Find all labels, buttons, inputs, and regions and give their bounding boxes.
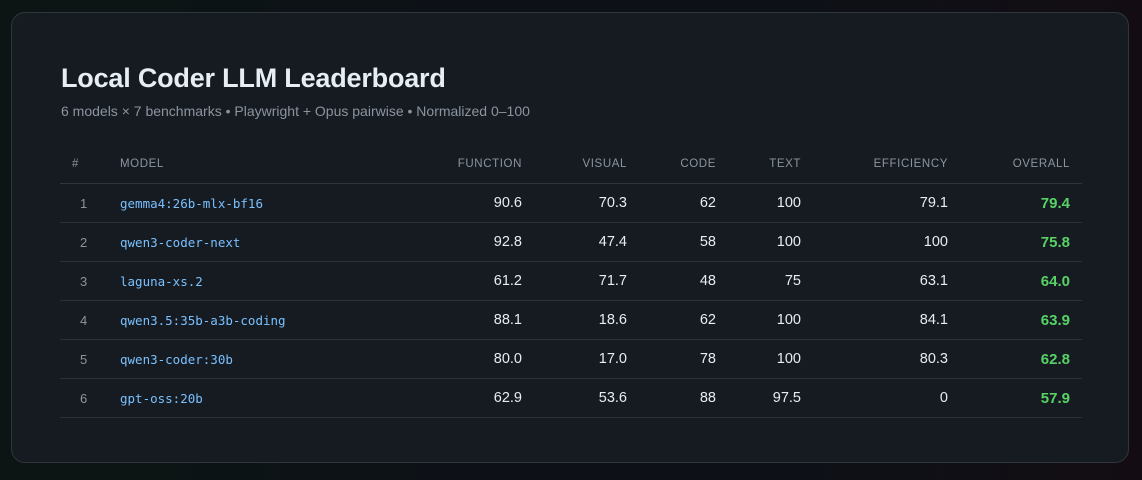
overall-score-cell: 75.8 — [960, 222, 1082, 262]
efficiency-score-cell: 0 — [813, 378, 960, 418]
rank-cell: 4 — [60, 300, 120, 340]
function-score-cell: 92.8 — [420, 222, 534, 262]
function-score-cell: 80.0 — [420, 339, 534, 379]
table-row: 4 qwen3.5:35b-a3b-coding 88.1 18.6 62 10… — [60, 300, 1082, 340]
text-score-cell: 100 — [728, 339, 813, 379]
visual-score-cell: 17.0 — [534, 339, 639, 379]
text-score-cell: 100 — [728, 300, 813, 340]
efficiency-score-cell: 100 — [813, 222, 960, 262]
table-row: 1 gemma4:26b-mlx-bf16 90.6 70.3 62 100 7… — [60, 183, 1082, 223]
visual-score-cell: 70.3 — [534, 183, 639, 223]
table-row: 2 qwen3-coder-next 92.8 47.4 58 100 100 … — [60, 222, 1082, 262]
visual-score-cell: 18.6 — [534, 300, 639, 340]
column-header-visual: Visual — [534, 158, 639, 184]
visual-score-cell: 71.7 — [534, 261, 639, 301]
model-name-cell: qwen3-coder-next — [120, 222, 420, 262]
column-header-function: Function — [420, 158, 534, 184]
column-header-efficiency: Efficiency — [813, 158, 960, 184]
rank-cell: 2 — [60, 222, 120, 262]
text-score-cell: 97.5 — [728, 378, 813, 418]
code-score-cell: 88 — [639, 378, 728, 418]
text-score-cell: 75 — [728, 261, 813, 301]
efficiency-score-cell: 84.1 — [813, 300, 960, 340]
function-score-cell: 90.6 — [420, 183, 534, 223]
function-score-cell: 62.9 — [420, 378, 534, 418]
code-score-cell: 62 — [639, 183, 728, 223]
function-score-cell: 88.1 — [420, 300, 534, 340]
column-header-rank: # — [60, 158, 120, 184]
model-name-cell: qwen3-coder:30b — [120, 339, 420, 379]
column-header-code: Code — [639, 158, 728, 184]
code-score-cell: 48 — [639, 261, 728, 301]
efficiency-score-cell: 80.3 — [813, 339, 960, 379]
code-score-cell: 78 — [639, 339, 728, 379]
page-title: Local Coder LLM Leaderboard — [61, 63, 446, 93]
code-score-cell: 62 — [639, 300, 728, 340]
column-header-text: Text — [728, 158, 813, 184]
efficiency-score-cell: 79.1 — [813, 183, 960, 223]
rank-cell: 1 — [60, 183, 120, 223]
code-score-cell: 58 — [639, 222, 728, 262]
overall-score-cell: 63.9 — [960, 300, 1082, 340]
table-row: 3 laguna-xs.2 61.2 71.7 48 75 63.1 64.0 — [60, 261, 1082, 301]
column-header-overall: Overall — [960, 158, 1082, 184]
page-subtitle: 6 models × 7 benchmarks • Playwright + O… — [61, 103, 530, 119]
visual-score-cell: 47.4 — [534, 222, 639, 262]
overall-score-cell: 79.4 — [960, 183, 1082, 223]
overall-score-cell: 62.8 — [960, 339, 1082, 379]
table-row: 5 qwen3-coder:30b 80.0 17.0 78 100 80.3 … — [60, 339, 1082, 379]
column-header-model: Model — [120, 158, 420, 184]
table-header-row: # Model Function Visual Code Text Effici… — [60, 158, 1082, 184]
table-row: 6 gpt-oss:20b 62.9 53.6 88 97.5 0 57.9 — [60, 378, 1082, 418]
rank-cell: 5 — [60, 339, 120, 379]
model-name-cell: gemma4:26b-mlx-bf16 — [120, 183, 420, 223]
overall-score-cell: 64.0 — [960, 261, 1082, 301]
text-score-cell: 100 — [728, 222, 813, 262]
model-name-cell: gpt-oss:20b — [120, 378, 420, 418]
leaderboard-table: # Model Function Visual Code Text Effici… — [60, 158, 1082, 418]
efficiency-score-cell: 63.1 — [813, 261, 960, 301]
model-name-cell: qwen3.5:35b-a3b-coding — [120, 300, 420, 340]
leaderboard-card: Local Coder LLM Leaderboard 6 models × 7… — [11, 12, 1129, 463]
overall-score-cell: 57.9 — [960, 378, 1082, 418]
rank-cell: 6 — [60, 378, 120, 418]
model-name-cell: laguna-xs.2 — [120, 261, 420, 301]
visual-score-cell: 53.6 — [534, 378, 639, 418]
function-score-cell: 61.2 — [420, 261, 534, 301]
text-score-cell: 100 — [728, 183, 813, 223]
rank-cell: 3 — [60, 261, 120, 301]
